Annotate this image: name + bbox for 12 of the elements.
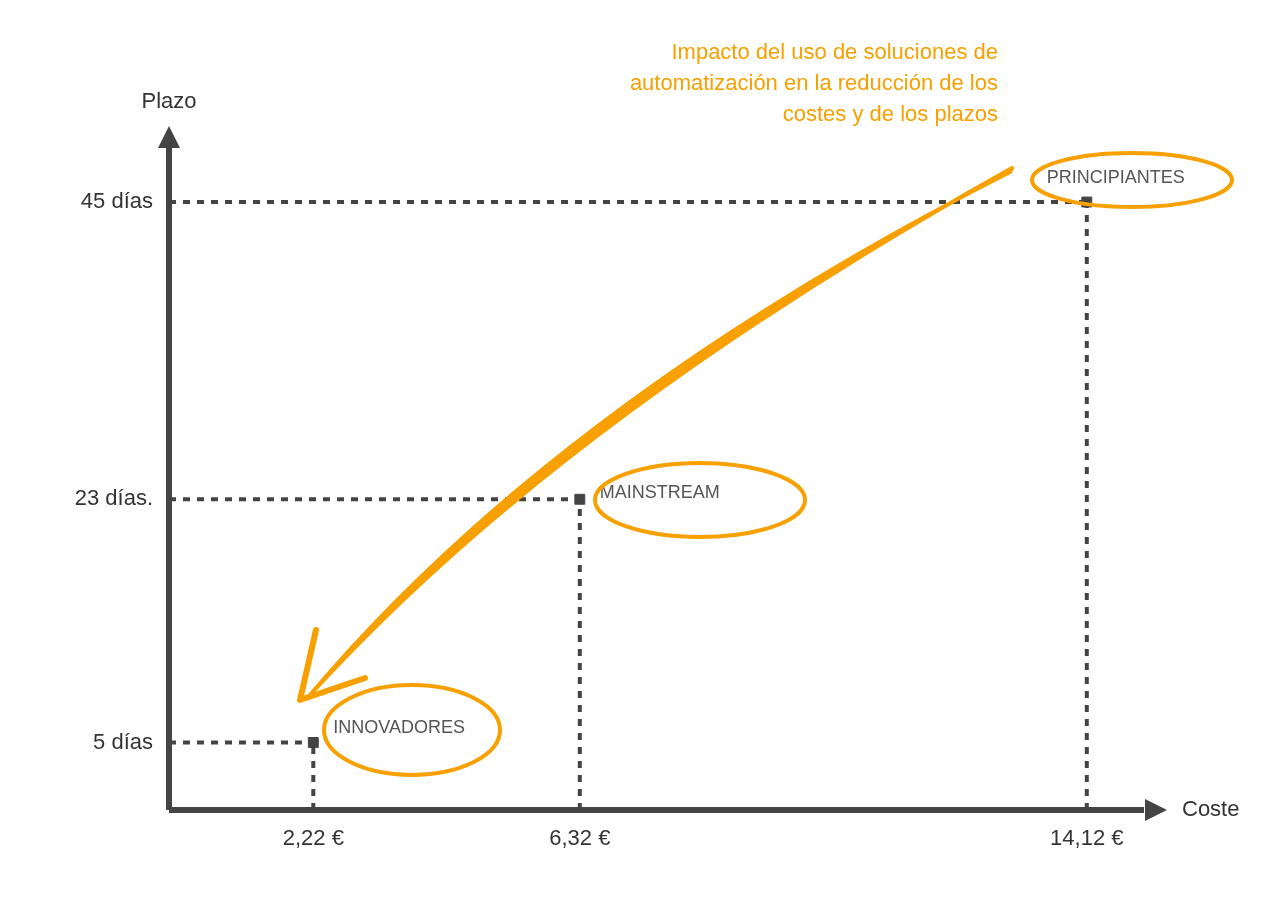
data-label: PRINCIPIANTES — [1046, 167, 1185, 188]
x-tick-label: 14,12 € — [1050, 825, 1124, 851]
y-tick-label: 45 días — [80, 188, 153, 214]
x-tick-label: 2,22 € — [282, 825, 344, 851]
y-tick-label: 5 días — [93, 728, 153, 754]
x-axis-title: Coste — [1182, 796, 1240, 822]
y-tick-label: 23 días. — [74, 485, 153, 511]
x-tick-label: 6,32 € — [549, 825, 611, 851]
data-label: MAINSTREAM — [599, 482, 720, 503]
data-label: INNOVADORES — [333, 717, 465, 738]
chart-title: Impacto del uso de soluciones de automatización en la reducción de los costes y de los plazos — [629, 39, 998, 127]
y-axis-title: Plazo — [141, 88, 197, 114]
